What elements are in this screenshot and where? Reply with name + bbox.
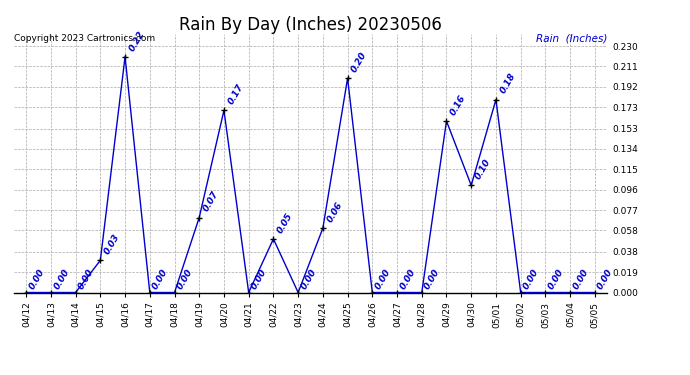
Text: 0.20: 0.20 — [350, 50, 369, 74]
Text: 0.00: 0.00 — [28, 268, 46, 291]
Text: 0.00: 0.00 — [546, 268, 566, 291]
Text: 0.05: 0.05 — [276, 211, 295, 235]
Text: 0.10: 0.10 — [474, 158, 493, 181]
Text: 0.07: 0.07 — [201, 189, 221, 213]
Text: 0.00: 0.00 — [176, 268, 195, 291]
Text: 0.16: 0.16 — [449, 93, 468, 117]
Text: 0.03: 0.03 — [103, 232, 121, 256]
Text: 0.00: 0.00 — [250, 268, 269, 291]
Text: 0.18: 0.18 — [498, 72, 518, 95]
Text: 0.17: 0.17 — [226, 82, 245, 106]
Text: 0.00: 0.00 — [596, 268, 615, 291]
Text: 0.00: 0.00 — [373, 268, 393, 291]
Text: 0.00: 0.00 — [52, 268, 71, 291]
Text: 0.00: 0.00 — [522, 268, 541, 291]
Text: Copyright 2023 Cartronics.com: Copyright 2023 Cartronics.com — [14, 34, 155, 43]
Text: 0.00: 0.00 — [423, 268, 442, 291]
Text: 0.22: 0.22 — [128, 29, 146, 53]
Text: 0.00: 0.00 — [151, 268, 170, 291]
Text: 0.00: 0.00 — [398, 268, 417, 291]
Text: 0.06: 0.06 — [326, 200, 344, 224]
Text: 0.00: 0.00 — [571, 268, 590, 291]
Text: Rain  (Inches): Rain (Inches) — [536, 34, 607, 44]
Title: Rain By Day (Inches) 20230506: Rain By Day (Inches) 20230506 — [179, 16, 442, 34]
Text: 0.00: 0.00 — [77, 268, 96, 291]
Text: 0.00: 0.00 — [299, 268, 318, 291]
